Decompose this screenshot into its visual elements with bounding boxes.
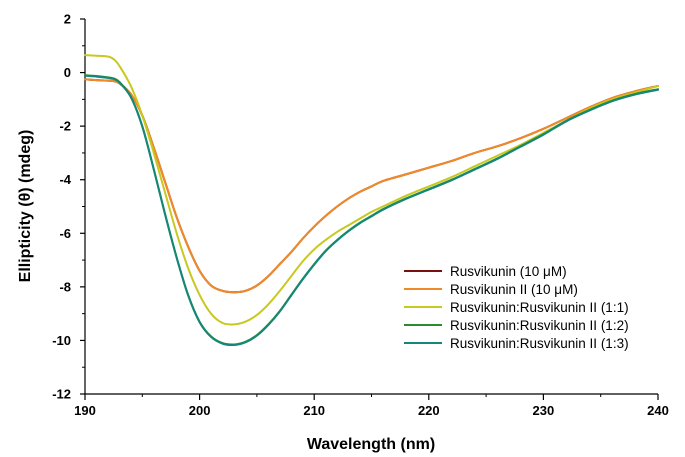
legend-label: Rusvikunin:Rusvikunin II (1:1) [450, 300, 629, 315]
legend-label: Rusvikunin:Rusvikunin II (1:3) [450, 336, 629, 351]
x-tick-label: 190 [74, 403, 96, 418]
x-tick-label: 240 [647, 403, 669, 418]
x-ticks: 190 200 210 220 230 240 [74, 394, 669, 418]
series-line-5 [84, 74, 659, 347]
x-tick-label: 230 [533, 403, 555, 418]
legend-label: Rusvikunin (10 μM) [450, 264, 567, 279]
series-line-2 [84, 78, 659, 294]
y-tick-label: -6 [59, 226, 71, 241]
legend-label: Rusvikunin:Rusvikunin II (1:2) [450, 318, 629, 333]
series-lines [84, 54, 659, 347]
y-tick-label: 0 [64, 65, 71, 80]
y-tick-label: 2 [64, 12, 71, 27]
x-tick-label: 210 [303, 403, 325, 418]
x-axis-title: Wavelength (nm) [307, 436, 435, 453]
x-tick-label: 220 [418, 403, 440, 418]
x-tick-label: 200 [189, 403, 211, 418]
y-ticks: 2 0 -2 -4 -6 -8 -10 -12 [52, 12, 85, 402]
y-tick-label: -2 [59, 119, 71, 134]
y-axis-title: Ellipticity (θ) (mdeg) [17, 130, 34, 283]
y-tick-label: -4 [59, 172, 71, 187]
y-tick-label: -12 [52, 387, 71, 402]
series-line-3 [84, 54, 659, 326]
legend-label: Rusvikunin II (10 μM) [450, 282, 578, 297]
legend: Rusvikunin (10 μM) Rusvikunin II (10 μM) R… [404, 264, 629, 351]
y-tick-label: -8 [59, 279, 71, 294]
y-tick-label: -10 [52, 333, 71, 348]
